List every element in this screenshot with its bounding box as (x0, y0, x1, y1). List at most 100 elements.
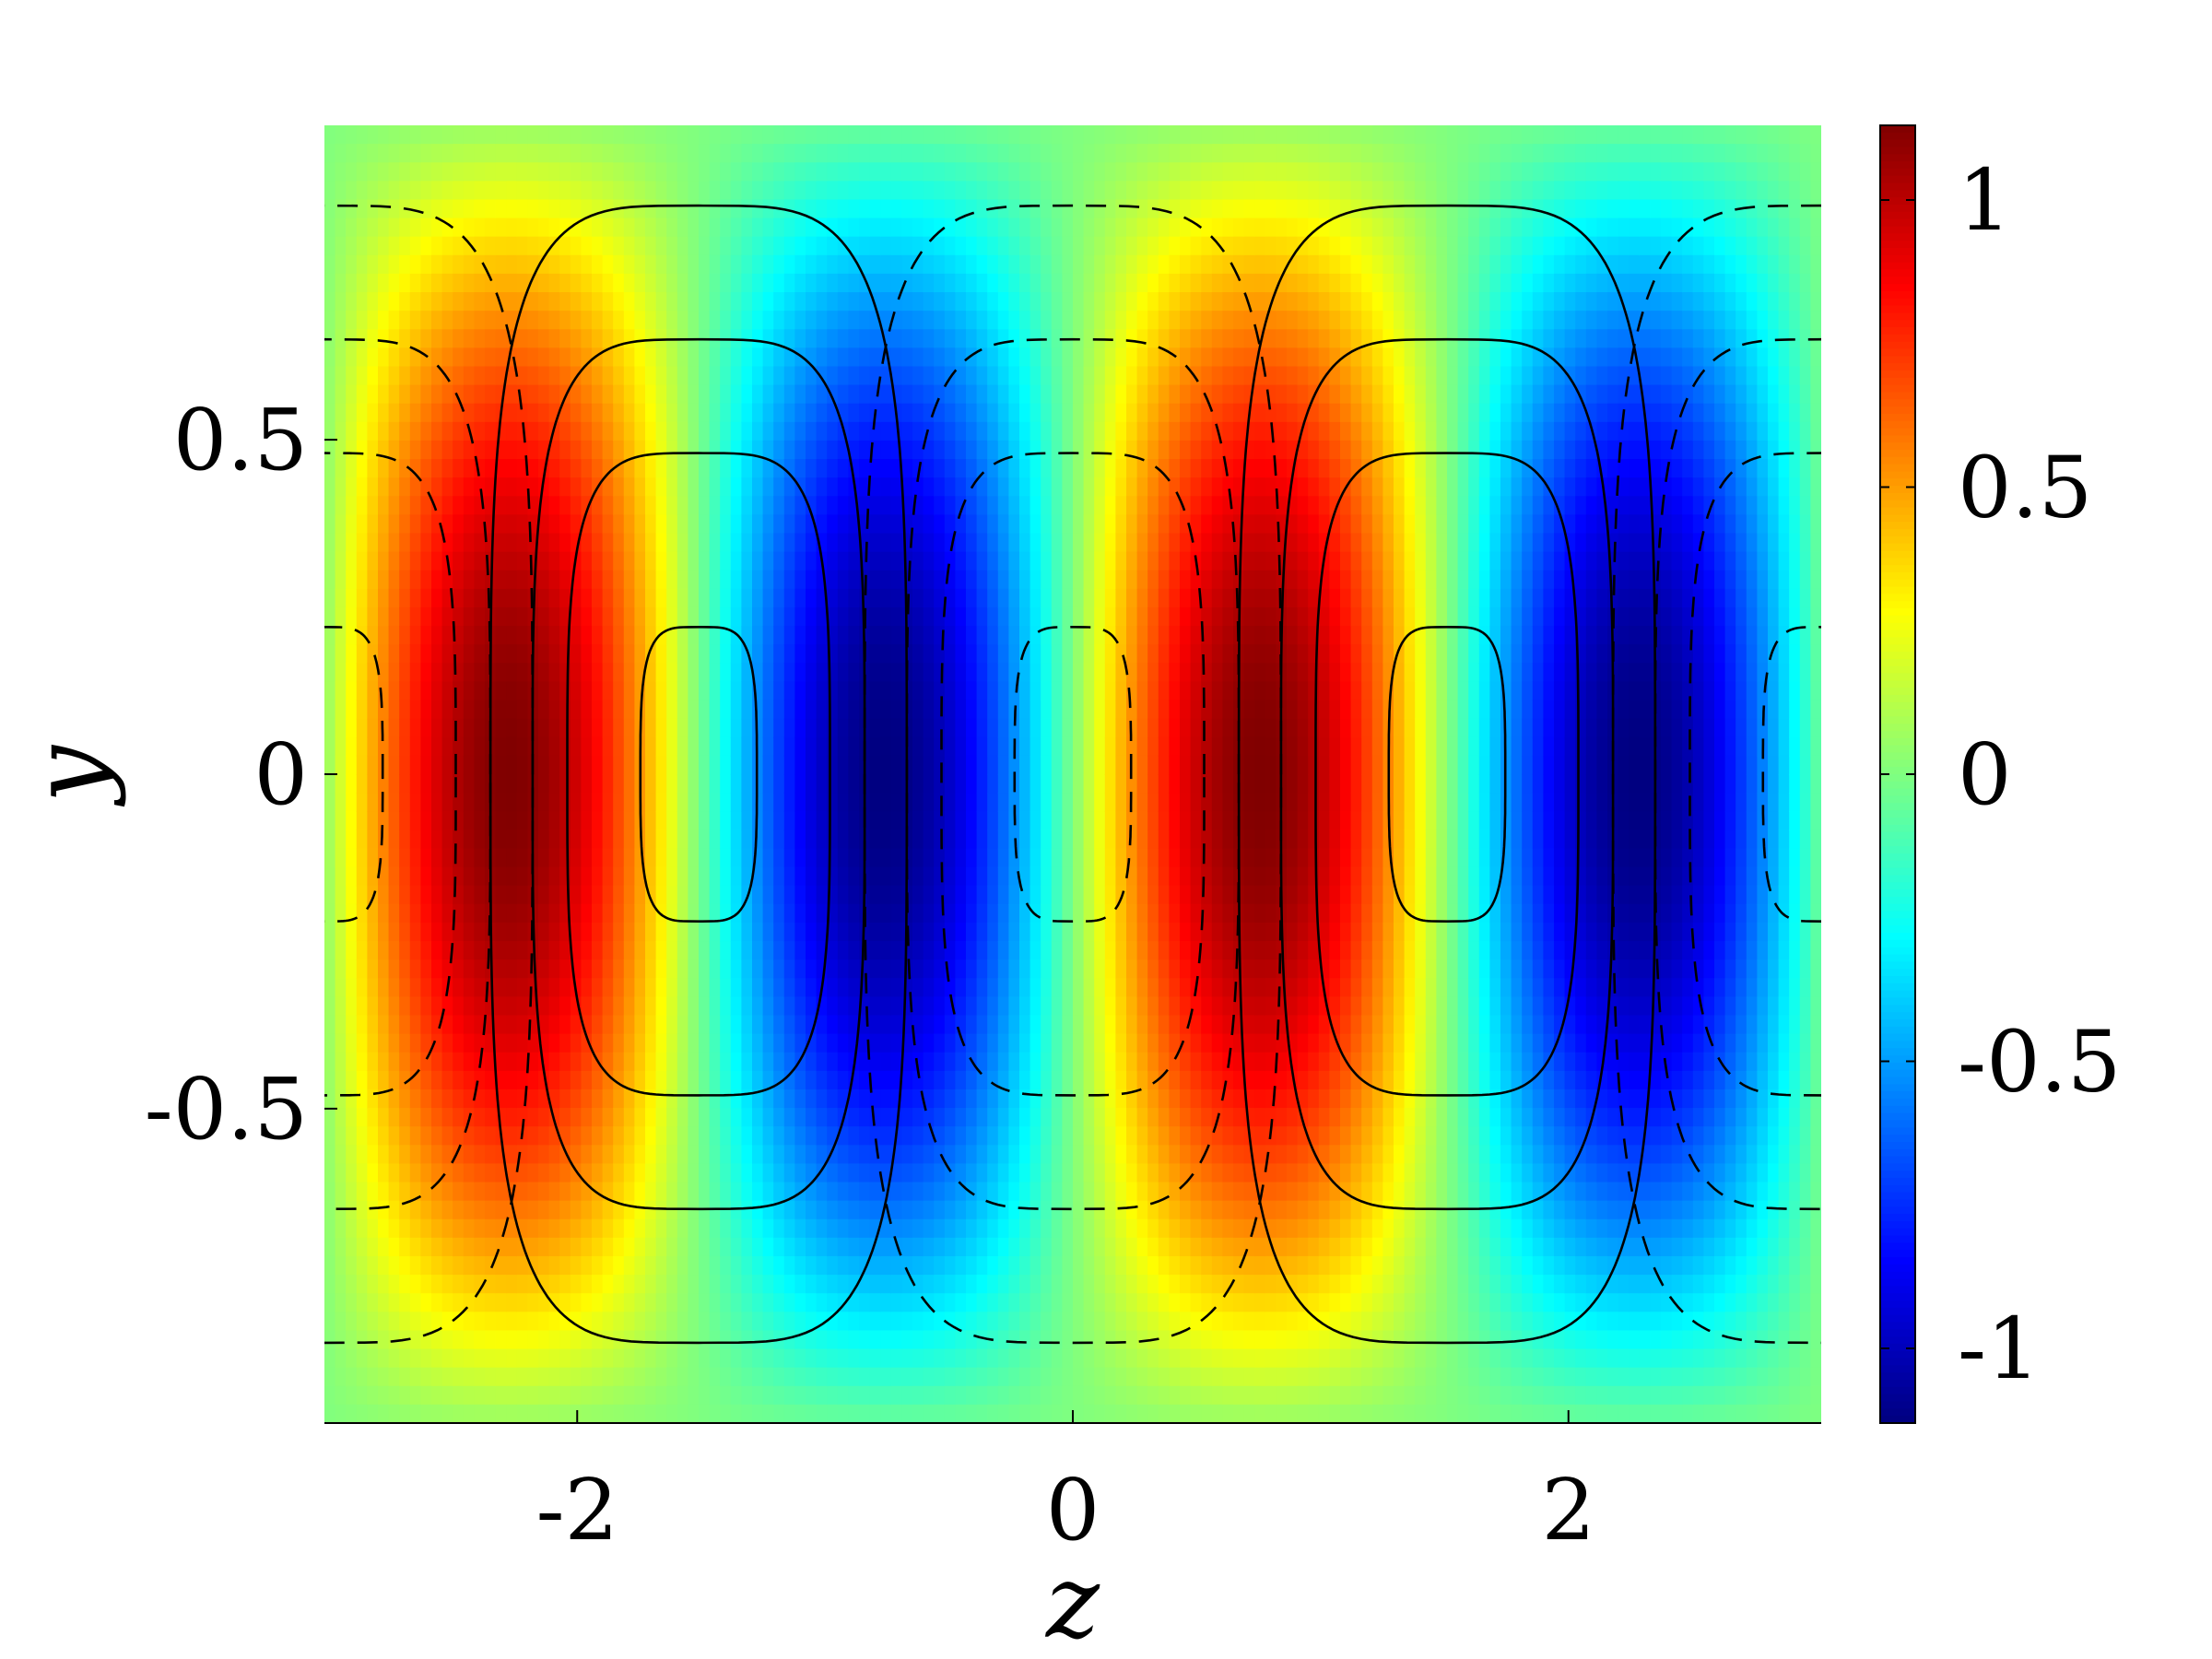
heatmap-cell (538, 736, 550, 757)
heatmap-cell (388, 236, 400, 256)
heatmap-cell (837, 774, 850, 794)
heatmap-cell (623, 514, 636, 535)
heatmap-cell (495, 218, 507, 238)
heatmap-cell (441, 514, 453, 535)
heatmap-cell (677, 125, 689, 145)
heatmap-cell (645, 1052, 657, 1072)
heatmap-cell (420, 1033, 432, 1053)
heatmap-cell (709, 700, 721, 720)
heatmap-cell (1073, 718, 1085, 738)
heatmap-cell (570, 1330, 582, 1350)
heatmap-cell (538, 866, 550, 887)
heatmap-cell (666, 218, 678, 238)
heatmap-cell (324, 1182, 336, 1202)
heatmap-cell (666, 1275, 678, 1294)
heatmap-cell (773, 384, 785, 405)
heatmap-cell (806, 403, 818, 423)
heatmap-cell (794, 588, 806, 608)
heatmap-cell (346, 959, 358, 980)
heatmap-cell (324, 477, 336, 498)
heatmap-cell (741, 496, 753, 516)
heatmap-cell (1083, 533, 1095, 553)
heatmap-cell (666, 1052, 678, 1072)
heatmap-cell (324, 347, 336, 368)
heatmap-cell (602, 199, 614, 219)
heatmap-cell (485, 1070, 497, 1090)
heatmap-cell (720, 1275, 732, 1294)
heatmap-cell (1019, 1200, 1031, 1220)
heatmap-cell (538, 941, 550, 960)
heatmap-cell (431, 1348, 443, 1369)
heatmap-cell (783, 1052, 796, 1072)
heatmap-cell (324, 384, 336, 405)
heatmap-cell (880, 1367, 892, 1387)
heatmap-cell (409, 1293, 422, 1313)
heatmap-cell (730, 1237, 743, 1257)
heatmap-cell (741, 1330, 753, 1350)
heatmap-cell (987, 1108, 999, 1127)
heatmap-cell (623, 1312, 636, 1332)
heatmap-cell (431, 1312, 443, 1332)
heatmap-cell (581, 311, 593, 331)
heatmap-cell (356, 1293, 369, 1313)
heatmap-cell (420, 1218, 432, 1239)
heatmap-cell (1062, 1200, 1074, 1220)
heatmap-cell (453, 570, 465, 590)
heatmap-cell (613, 606, 625, 627)
heatmap-cell (709, 570, 721, 590)
heatmap-cell (912, 570, 924, 590)
heatmap-cell (827, 793, 839, 813)
heatmap-cell (934, 292, 946, 312)
heatmap-cell (613, 1275, 625, 1294)
heatmap-cell (420, 736, 432, 757)
heatmap-cell (966, 162, 978, 182)
heatmap-cell (997, 755, 1010, 775)
heatmap-cell (420, 811, 432, 831)
heatmap-cell (688, 162, 700, 182)
heatmap-cell (848, 1015, 860, 1035)
heatmap-cell (581, 1052, 593, 1072)
heatmap-cell (388, 903, 400, 924)
heatmap-cell (720, 1293, 732, 1313)
heatmap-cell (388, 755, 400, 775)
heatmap-cell (570, 1015, 582, 1035)
heatmap-cell (934, 922, 946, 942)
heatmap-cell (859, 1015, 871, 1035)
heatmap-cell (1030, 218, 1041, 238)
heatmap-cell (987, 1348, 999, 1369)
heatmap-cell (901, 181, 913, 201)
heatmap-cell (538, 1145, 550, 1165)
heatmap-cell (324, 1312, 336, 1332)
heatmap-cell (495, 181, 507, 201)
heatmap-cell (602, 533, 614, 553)
heatmap-cell (453, 1255, 465, 1276)
heatmap-cell (912, 273, 924, 293)
heatmap-cell (880, 959, 892, 980)
heatmap-cell (816, 811, 828, 831)
heatmap-cell (388, 1237, 400, 1257)
heatmap-cell (699, 793, 711, 813)
heatmap-cell (367, 218, 379, 238)
heatmap-cell (955, 1163, 967, 1183)
heatmap-cell (592, 551, 604, 571)
heatmap-cell (516, 1200, 529, 1220)
heatmap-cell (752, 700, 764, 720)
heatmap-cell (431, 1182, 443, 1202)
heatmap-cell (1008, 1404, 1020, 1423)
heatmap-cell (869, 1033, 881, 1053)
heatmap-cell (409, 1052, 422, 1072)
heatmap-cell (559, 755, 571, 775)
heatmap-cell (655, 885, 667, 905)
heatmap-cell (806, 1200, 818, 1220)
heatmap-cell (645, 1182, 657, 1202)
heatmap-cell (987, 718, 999, 738)
heatmap-cell (324, 626, 336, 645)
heatmap-cell (730, 681, 743, 701)
heatmap-cell (463, 774, 476, 794)
heatmap-cell (1019, 254, 1031, 275)
heatmap-cell (783, 1255, 796, 1276)
heatmap-cell (356, 1200, 369, 1220)
heatmap-cell (806, 551, 818, 571)
heatmap-cell (548, 978, 560, 998)
heatmap-cell (388, 384, 400, 405)
